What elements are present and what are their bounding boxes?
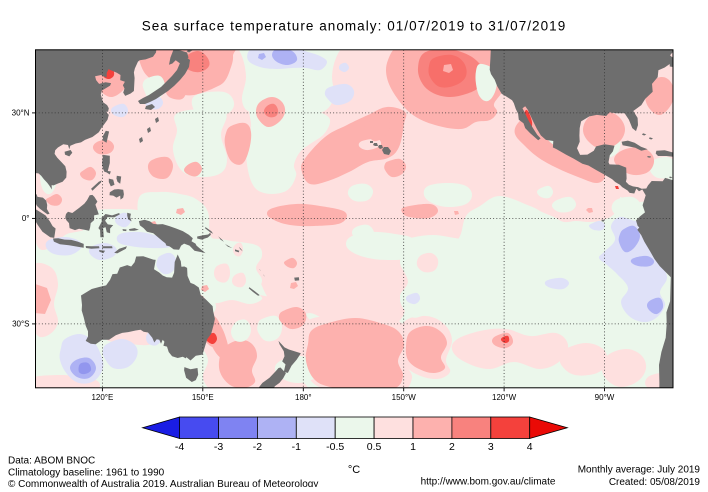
svg-text:0.5: 0.5 <box>367 441 382 453</box>
svg-text:© Commonwealth of Australia 20: © Commonwealth of Australia 2019, Austra… <box>8 479 318 487</box>
svg-text:°C: °C <box>348 464 360 476</box>
svg-text:2: 2 <box>449 441 455 453</box>
svg-text:1: 1 <box>410 441 416 453</box>
svg-text:-0.5: -0.5 <box>326 441 344 453</box>
svg-text:150°W: 150°W <box>392 393 417 402</box>
svg-text:Climatology baseline: 1961 to: Climatology baseline: 1961 to 1990 <box>8 468 165 479</box>
svg-text:120°W: 120°W <box>492 393 517 402</box>
svg-text:30°S: 30°S <box>12 320 29 329</box>
svg-text:30°N: 30°N <box>12 109 30 118</box>
svg-text:0°: 0° <box>22 214 30 223</box>
svg-text:-4: -4 <box>175 441 184 453</box>
svg-text:4: 4 <box>527 441 533 453</box>
svg-text:Created: 05/08/2019: Created: 05/08/2019 <box>609 477 701 487</box>
svg-text:-1: -1 <box>292 441 301 453</box>
svg-text:150°E: 150°E <box>192 393 214 402</box>
svg-text:Monthly average: July 2019: Monthly average: July 2019 <box>578 465 701 476</box>
svg-text:Data: ABOM BNOC: Data: ABOM BNOC <box>8 456 95 467</box>
svg-text:-3: -3 <box>214 441 223 453</box>
svg-text:3: 3 <box>488 441 494 453</box>
svg-text:180°: 180° <box>295 393 312 402</box>
svg-text:Sea surface temperature anomal: Sea surface temperature anomaly: 01/07/2… <box>142 19 567 34</box>
svg-text:120°E: 120°E <box>91 393 113 402</box>
svg-text:90°W: 90°W <box>595 393 615 402</box>
svg-text:http://www.bom.gov.au/climate: http://www.bom.gov.au/climate <box>421 477 556 488</box>
svg-text:-2: -2 <box>253 441 262 453</box>
